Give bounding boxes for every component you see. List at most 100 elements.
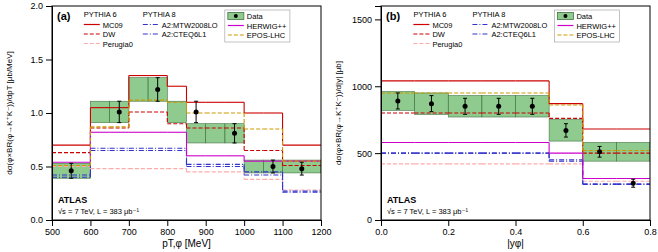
data-band (381, 92, 415, 111)
step-segment (415, 142, 449, 143)
step-segment (263, 179, 282, 180)
data-band (225, 124, 244, 143)
panel-title: (b) (386, 10, 400, 22)
step-segment (549, 159, 583, 160)
x-tick-mark (90, 220, 91, 226)
error-cap (429, 95, 433, 96)
step-segment (549, 163, 583, 164)
step-segment (90, 127, 109, 128)
error-cap (463, 98, 467, 99)
step-segment (244, 175, 263, 176)
step-segment (129, 148, 148, 149)
legend-label: DW (103, 30, 116, 39)
step-segment (110, 126, 129, 127)
legend-item: A2:MTW2008LO (143, 21, 218, 30)
legend-frame (225, 10, 290, 42)
legend-label: A2:MTW2008LO (491, 21, 547, 30)
data-band (263, 160, 282, 173)
panel-title: (a) (57, 10, 71, 22)
data-points (395, 93, 635, 187)
data-band (583, 142, 617, 161)
x-tick-label: 1100 (273, 227, 292, 237)
x-tick: 0.8 (644, 220, 657, 237)
data-band (187, 124, 206, 143)
x-tick-label: 900 (199, 227, 214, 237)
step-segment (516, 153, 550, 154)
step-series (381, 93, 650, 151)
step-riser (244, 128, 245, 150)
error-cap (463, 114, 467, 115)
step-segment (549, 153, 583, 154)
step-segment (482, 153, 516, 154)
x-axis-line (382, 221, 651, 227)
step-riser (244, 167, 245, 176)
legend-swatch (228, 34, 244, 35)
step-segment (148, 132, 167, 133)
step-segment (415, 92, 449, 93)
step-segment (516, 163, 550, 164)
data-band (283, 160, 321, 173)
x-tick-mark (129, 220, 130, 226)
x-tick: 900 (199, 220, 214, 237)
step-series (52, 112, 321, 165)
legend-header: PYTHIA 6 (84, 10, 117, 19)
y-tick: 500 (357, 149, 381, 159)
legend-swatch (228, 25, 244, 26)
legend-header: PYTHIA 8 (472, 10, 505, 19)
error-cap (271, 172, 275, 173)
step-riser (90, 127, 91, 166)
legend-column: PYTHIA 8A2:MTW2008LOA2:CTEQ6L1 (143, 10, 218, 39)
error-cap (194, 101, 198, 102)
y-tick-label: 0.5 (30, 162, 43, 172)
step-segment (448, 92, 482, 93)
step-segment (206, 166, 225, 167)
step-segment (244, 179, 263, 180)
x-tick: 0.6 (577, 220, 590, 237)
step-segment (206, 102, 225, 103)
data-band (167, 101, 186, 122)
x-tick-label: 1200 (311, 227, 331, 237)
y-tick: 1000 (352, 82, 381, 92)
marks (381, 81, 650, 187)
step-segment (206, 171, 225, 172)
error-cap (564, 137, 568, 138)
legend-swatch (84, 33, 100, 34)
step-segment (244, 161, 263, 162)
legend-column: PYTHIA 6MC09DWPerugia0 (413, 10, 462, 49)
legend-item: Data (228, 12, 264, 21)
step-segment (206, 127, 225, 128)
x-tick-label: 500 (45, 227, 60, 237)
legend-swatch (413, 33, 429, 34)
data-point (563, 128, 568, 133)
data-point (232, 131, 237, 136)
step-series (52, 100, 321, 165)
legend-label: DW (432, 30, 445, 39)
y-tick-mark (46, 113, 52, 114)
data-point (429, 101, 434, 106)
legend-item: Perugia0 (413, 40, 462, 49)
step-segment (148, 75, 167, 76)
step-segment (167, 123, 186, 124)
plot-frame (381, 6, 650, 220)
step-series (381, 81, 650, 129)
plot-frame (52, 6, 321, 220)
step-segment (415, 163, 449, 164)
x-tick-label: 1000 (235, 227, 255, 237)
step-segment (187, 127, 206, 128)
step-segment (549, 104, 583, 105)
legend-swatch (234, 14, 238, 18)
step-segment (516, 142, 550, 143)
legend-item: HERWIG++ (228, 22, 287, 31)
step-riser (167, 112, 168, 124)
legend-swatch (472, 33, 488, 34)
step-riser (549, 153, 550, 161)
y-tick-label: 1500 (352, 15, 372, 25)
data-band (90, 101, 109, 122)
x-tick: 500 (45, 220, 60, 237)
step-segment (616, 153, 650, 154)
data-band (448, 96, 482, 117)
data-point (597, 149, 602, 154)
step-series (381, 164, 650, 181)
step-segment (206, 112, 225, 113)
data-band (244, 160, 263, 173)
